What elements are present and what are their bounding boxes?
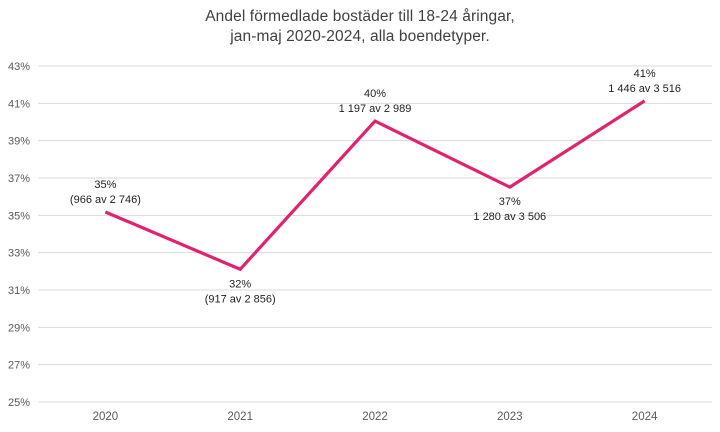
data-label-pct: 32% [229, 278, 251, 290]
y-axis-tick-label: 41% [8, 98, 30, 110]
y-axis-tick-label: 31% [8, 285, 30, 297]
y-axis-tick-label: 27% [8, 360, 30, 372]
data-label-detail: (917 av 2 856) [205, 293, 276, 305]
y-axis-tick-label: 35% [8, 210, 30, 222]
y-axis-tick-label: 37% [8, 173, 30, 185]
x-axis-tick-label: 2021 [227, 411, 253, 423]
data-label-pct: 40% [364, 88, 386, 100]
data-label-pct: 37% [499, 196, 521, 208]
y-axis-tick-label: 33% [8, 248, 30, 260]
y-axis-tick-label: 29% [8, 322, 30, 334]
y-axis-tick-label: 39% [8, 136, 30, 148]
trend-line [104, 99, 646, 272]
x-axis-tick-label: 2024 [632, 411, 658, 423]
data-label-detail: 1 280 av 3 506 [473, 211, 546, 223]
x-axis-tick-label: 2023 [497, 411, 523, 423]
data-label-pct: 41% [634, 68, 656, 80]
x-axis-tick-label: 2020 [93, 411, 119, 423]
chart-title-line2: jan-maj 2020-2024, alla boendetyper. [230, 28, 490, 45]
data-label-detail: 1 446 av 3 516 [608, 83, 681, 95]
data-label-detail: (966 av 2 746) [70, 194, 141, 206]
y-axis-tick-label: 43% [8, 61, 30, 73]
chart-title: Andel förmedlade bostäder till 18-24 åri… [0, 7, 720, 47]
x-axis-tick-label: 2022 [362, 411, 388, 423]
chart-title-line1: Andel förmedlade bostäder till 18-24 åri… [205, 8, 515, 25]
y-axis-tick-label: 25% [8, 397, 30, 409]
data-label-pct: 35% [94, 179, 116, 191]
data-label-detail: 1 197 av 2 989 [339, 103, 412, 115]
